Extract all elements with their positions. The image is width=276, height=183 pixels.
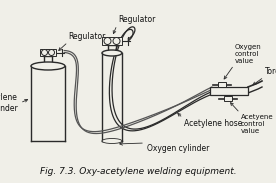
Text: Regulator: Regulator <box>118 15 155 24</box>
Ellipse shape <box>102 50 122 56</box>
Ellipse shape <box>102 139 122 143</box>
Circle shape <box>49 49 54 55</box>
Text: Oxygen cylinder: Oxygen cylinder <box>147 144 209 153</box>
Text: Acetylene
cylinder: Acetylene cylinder <box>0 93 18 113</box>
Bar <box>102 37 122 45</box>
Text: Regulator: Regulator <box>68 32 105 41</box>
Bar <box>40 49 56 56</box>
Text: Torch: Torch <box>265 67 276 76</box>
Ellipse shape <box>31 62 65 70</box>
Bar <box>224 96 232 101</box>
Bar <box>210 87 248 95</box>
Text: Acetylene hose: Acetylene hose <box>184 119 242 128</box>
Text: Acetyene
control
value: Acetyene control value <box>241 114 274 134</box>
Circle shape <box>113 38 120 44</box>
Text: Fig. 7.3. Oxy-acetylene welding equipment.: Fig. 7.3. Oxy-acetylene welding equipmen… <box>40 167 236 176</box>
Text: Oxygen
control
value: Oxygen control value <box>235 44 262 64</box>
Circle shape <box>41 49 47 55</box>
Circle shape <box>104 38 111 44</box>
Bar <box>218 82 226 87</box>
